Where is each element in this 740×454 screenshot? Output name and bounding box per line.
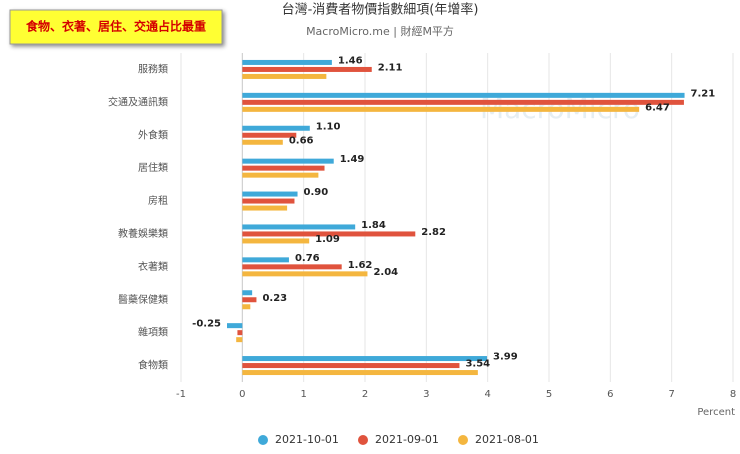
x-axis-label: Percent bbox=[697, 407, 735, 418]
bar bbox=[242, 132, 297, 138]
value-label: 1.49 bbox=[340, 154, 365, 165]
value-label: 7.21 bbox=[691, 88, 716, 99]
annotation-box bbox=[9, 9, 223, 45]
y-tick-label: 食物類 bbox=[138, 359, 168, 372]
bar bbox=[242, 271, 368, 277]
chart-title: 台灣-消費者物價指數細項(年增率) bbox=[282, 2, 479, 18]
bar bbox=[227, 323, 243, 329]
value-label: 1.46 bbox=[338, 55, 363, 66]
bar bbox=[242, 231, 416, 237]
bar bbox=[242, 257, 289, 263]
bar bbox=[242, 198, 295, 204]
bar bbox=[242, 224, 356, 230]
bar bbox=[242, 66, 372, 72]
value-label: 1.09 bbox=[315, 234, 340, 245]
bar bbox=[237, 330, 243, 336]
value-label: 0.90 bbox=[304, 187, 329, 198]
x-tick-label: 1 bbox=[300, 389, 306, 400]
value-label: 1.10 bbox=[316, 121, 341, 132]
value-label: 3.99 bbox=[493, 352, 518, 363]
bar bbox=[242, 297, 257, 303]
y-tick-label: 房租 bbox=[148, 194, 168, 207]
value-label: 3.54 bbox=[465, 359, 490, 370]
bar bbox=[236, 337, 243, 343]
legend-marker bbox=[458, 435, 468, 445]
bar bbox=[242, 73, 327, 79]
legend-marker bbox=[258, 435, 268, 445]
value-label: 0.23 bbox=[262, 293, 287, 304]
x-tick-label: 5 bbox=[546, 389, 552, 400]
value-label: -0.25 bbox=[192, 319, 221, 330]
annotation: 食物、衣著、居住、交通占比最重 bbox=[25, 19, 206, 34]
value-label: 2.82 bbox=[421, 227, 446, 238]
x-tick-label: -1 bbox=[176, 389, 186, 400]
bar bbox=[242, 125, 310, 131]
bar bbox=[242, 165, 325, 171]
x-tick-label: 6 bbox=[607, 389, 613, 400]
bar bbox=[242, 264, 342, 270]
x-tick-label: 3 bbox=[423, 389, 429, 400]
bar bbox=[242, 363, 460, 369]
bar bbox=[242, 191, 298, 197]
bar bbox=[242, 99, 684, 105]
y-tick-label: 交通及通訊類 bbox=[108, 95, 168, 108]
bar bbox=[242, 139, 283, 145]
x-tick-label: 4 bbox=[484, 389, 490, 400]
bar bbox=[242, 172, 319, 178]
bar bbox=[242, 205, 288, 211]
x-tick-label: 7 bbox=[668, 389, 674, 400]
bar bbox=[242, 59, 332, 65]
legend-label: 2021-10-01 bbox=[275, 433, 339, 446]
legend-label: 2021-08-01 bbox=[475, 433, 539, 446]
y-tick-label: 居住類 bbox=[138, 161, 168, 174]
chart-subtitle: MacroMicro.me | 財經M平方 bbox=[306, 24, 454, 38]
x-tick-label: 0 bbox=[239, 389, 245, 400]
value-label: 2.04 bbox=[373, 267, 398, 278]
bar bbox=[242, 356, 488, 362]
bar bbox=[242, 106, 640, 112]
y-tick-label: 雜項類 bbox=[138, 326, 168, 339]
x-tick-label: 2 bbox=[362, 389, 368, 400]
bar bbox=[242, 304, 251, 310]
y-tick-label: 衣著類 bbox=[138, 260, 168, 273]
value-label: 1.84 bbox=[361, 220, 386, 231]
legend-marker bbox=[358, 435, 368, 445]
x-tick-label: 8 bbox=[730, 389, 736, 400]
bar bbox=[242, 290, 253, 296]
bar bbox=[242, 238, 310, 244]
value-label: 2.11 bbox=[378, 62, 403, 73]
value-label: 0.76 bbox=[295, 253, 320, 264]
bar bbox=[242, 158, 334, 164]
bar bbox=[242, 92, 685, 98]
value-label: 0.66 bbox=[289, 135, 314, 146]
legend-label: 2021-09-01 bbox=[375, 433, 439, 446]
y-tick-label: 服務類 bbox=[138, 62, 168, 75]
value-label: 6.47 bbox=[645, 102, 670, 113]
y-tick-label: 醫藥保健類 bbox=[118, 293, 168, 306]
bar bbox=[242, 370, 478, 376]
y-tick-label: 教養娛樂類 bbox=[118, 227, 168, 240]
value-label: 1.62 bbox=[348, 260, 373, 271]
y-tick-label: 外食類 bbox=[138, 128, 168, 141]
